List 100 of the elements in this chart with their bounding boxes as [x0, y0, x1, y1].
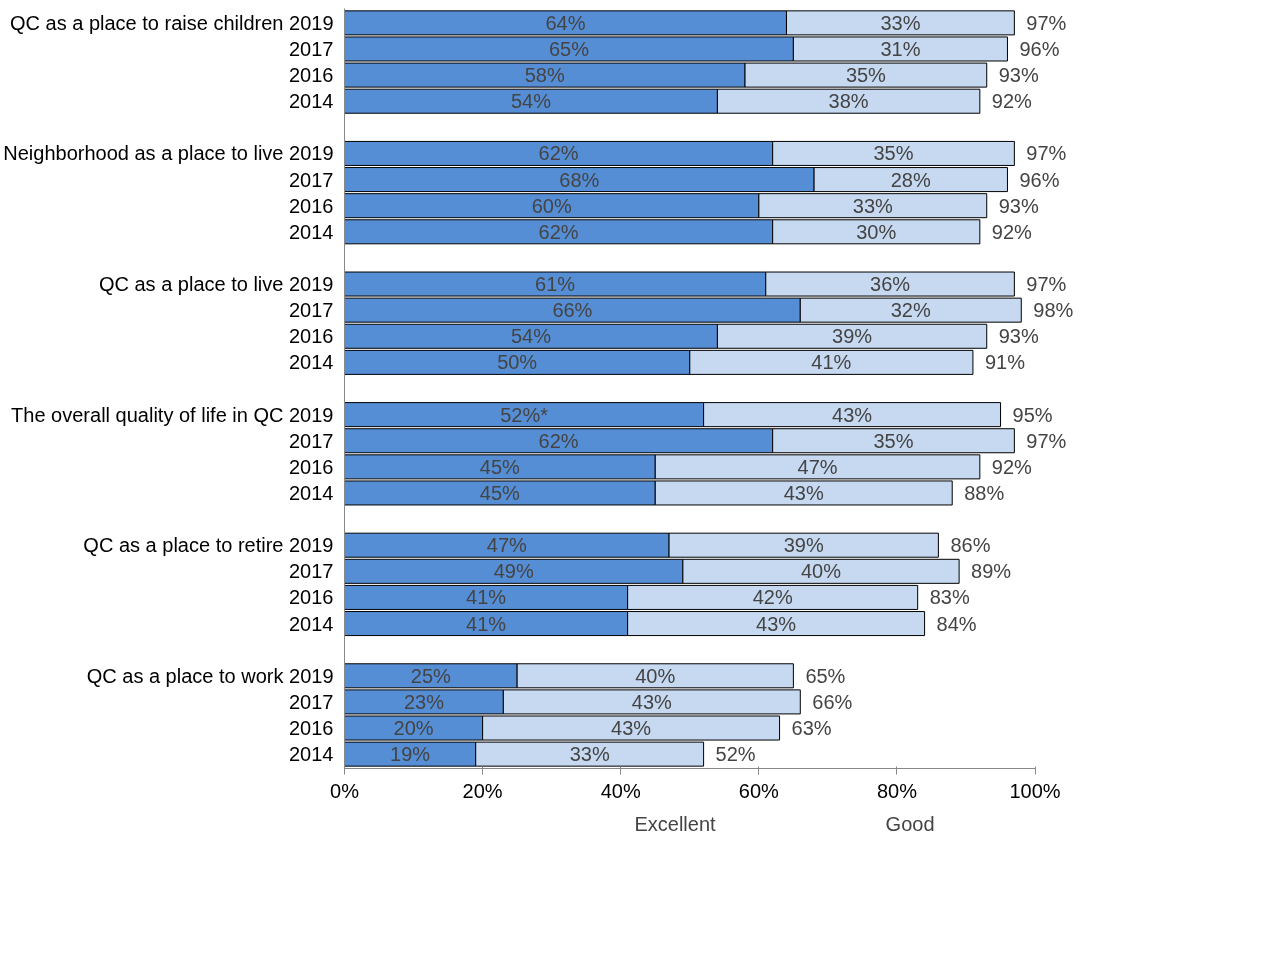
total-label: 92% — [991, 455, 1033, 478]
data-label: 65% — [548, 37, 590, 60]
data-label: 40% — [800, 560, 842, 583]
y-tick-label: 2017 — [289, 429, 334, 452]
data-label: 47% — [797, 455, 838, 478]
data-label: 58% — [524, 64, 565, 87]
data-label: 31% — [880, 37, 921, 60]
y-tick-label: QC as a place to work 2019 — [86, 664, 334, 687]
data-label: 28% — [890, 168, 932, 191]
data-label: 62% — [538, 220, 579, 243]
data-label: 23% — [403, 690, 445, 713]
data-label: 42% — [752, 586, 793, 609]
y-tick-label: QC as a place to live 2019 — [98, 273, 334, 296]
y-tick-label: The overall quality of life in QC 2019 — [11, 403, 334, 426]
y-tick-label: 2017 — [289, 690, 334, 713]
total-label: 65% — [805, 664, 846, 687]
data-label: 40% — [635, 664, 676, 687]
data-label: 61% — [535, 273, 576, 296]
data-label: 19% — [390, 743, 431, 766]
total-label: 92% — [991, 90, 1033, 113]
data-label: 35% — [873, 429, 914, 452]
data-label: 33% — [852, 194, 894, 217]
data-label: 33% — [880, 11, 921, 34]
y-tick-label: 2016 — [289, 455, 334, 478]
data-label: 25% — [410, 664, 452, 687]
total-label: 97% — [1026, 273, 1067, 296]
y-tick-label: 2016 — [289, 194, 334, 217]
data-label: 43% — [611, 717, 652, 740]
total-label: 96% — [1019, 37, 1060, 60]
total-label: 93% — [998, 194, 1039, 217]
total-label: 63% — [791, 717, 832, 740]
data-label: 41% — [811, 351, 852, 374]
data-label: 43% — [783, 481, 824, 504]
data-label: 38% — [828, 90, 869, 113]
data-label: 20% — [393, 717, 434, 740]
x-tick-label: 100% — [1009, 779, 1061, 802]
y-tick-label: 2016 — [289, 717, 334, 740]
total-label: 96% — [1019, 168, 1060, 191]
data-label: 39% — [783, 534, 824, 557]
y-tick-label: 2017 — [289, 168, 334, 191]
text: Good — [885, 812, 935, 836]
data-label: 41% — [466, 586, 507, 609]
y-tick-label: 2014 — [289, 220, 334, 243]
y-tick-label: 2017 — [289, 560, 334, 583]
data-label: 62% — [538, 142, 579, 165]
data-label: 52%* — [500, 403, 549, 426]
x-tick-label: 20% — [462, 779, 503, 802]
y-tick-label: 2016 — [289, 64, 334, 87]
y-tick-label: QC as a place to raise children 2019 — [9, 11, 334, 34]
total-label: 98% — [1033, 299, 1074, 322]
data-label: 68% — [559, 168, 600, 191]
text: Excellent — [634, 812, 716, 836]
y-tick-label: Neighborhood as a place to live 2019 — [3, 142, 334, 165]
data-label: 36% — [870, 273, 911, 296]
total-label: 84% — [936, 612, 977, 635]
data-label: 45% — [479, 481, 521, 504]
data-label: 39% — [832, 325, 873, 348]
y-tick-label: 2014 — [289, 351, 334, 374]
total-label: 97% — [1026, 429, 1067, 452]
data-label: 43% — [631, 690, 673, 713]
total-label: 83% — [929, 586, 970, 609]
total-label: 66% — [812, 690, 853, 713]
total-label: 93% — [998, 64, 1039, 87]
x-tick-label: 40% — [600, 779, 641, 802]
data-label: 54% — [510, 90, 552, 113]
y-tick-label: 2017 — [289, 299, 334, 322]
data-label: 43% — [832, 403, 873, 426]
y-tick-label: 2016 — [289, 586, 334, 609]
total-label: 52% — [715, 743, 756, 766]
data-label: 49% — [493, 560, 534, 583]
data-label: 64% — [545, 11, 586, 34]
y-tick-label: QC as a place to retire 2019 — [83, 534, 334, 557]
y-tick-label: 2014 — [289, 481, 334, 504]
y-tick-label: 2014 — [289, 743, 334, 766]
data-label: 33% — [569, 743, 610, 766]
total-label: 89% — [971, 560, 1012, 583]
data-label: 60% — [531, 194, 572, 217]
total-label: 92% — [991, 220, 1033, 243]
data-label: 35% — [845, 64, 887, 87]
total-label: 88% — [964, 481, 1005, 504]
y-tick-label: 2016 — [289, 325, 334, 348]
data-label: 30% — [856, 220, 897, 243]
data-label: 45% — [479, 455, 521, 478]
data-label: 35% — [873, 142, 914, 165]
total-label: 95% — [1012, 403, 1053, 426]
data-label: 43% — [756, 612, 797, 635]
total-label: 86% — [950, 534, 991, 557]
total-label: 91% — [984, 351, 1026, 374]
data-label: 32% — [890, 299, 932, 322]
y-tick-label: 2017 — [289, 37, 334, 60]
data-label: 54% — [510, 325, 552, 348]
x-tick-label: 80% — [876, 779, 918, 802]
total-label: 93% — [998, 325, 1039, 348]
data-label: 66% — [552, 299, 593, 322]
y-tick-label: 2014 — [289, 90, 334, 113]
y-tick-label: 2014 — [289, 612, 334, 635]
data-label: 41% — [466, 612, 507, 635]
total-label: 97% — [1026, 11, 1067, 34]
x-tick-label: 0% — [330, 779, 360, 802]
data-label: 50% — [497, 351, 538, 374]
